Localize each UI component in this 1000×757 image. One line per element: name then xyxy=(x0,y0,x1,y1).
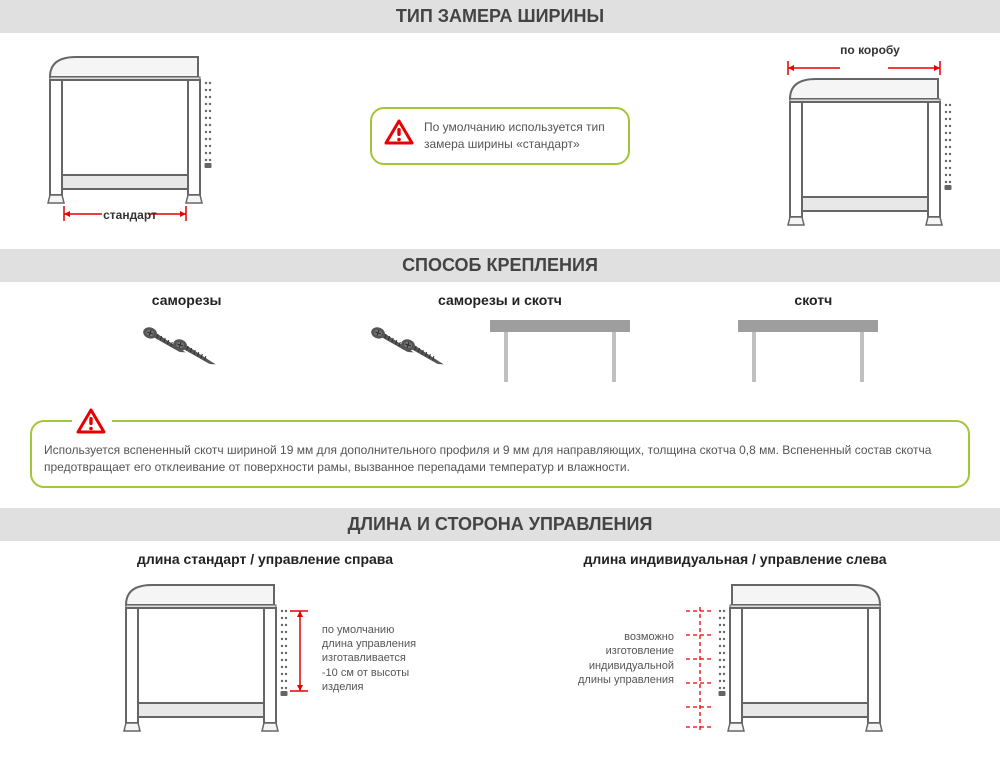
section1-note-text: По умолчанию используется тип замера шир… xyxy=(424,119,612,153)
mount-option-screws: саморезы xyxy=(30,292,343,380)
control-right-title: длина индивидуальная / управление слева xyxy=(500,551,970,567)
control-left-note: по умолчанию длина управления изготавлив… xyxy=(322,623,416,694)
mount-option-tape: скотч xyxy=(657,292,970,390)
mount-title-1: саморезы xyxy=(152,292,222,308)
diagram-width-standard: стандарт xyxy=(30,51,230,222)
control-standard-right: длина стандарт / управление справа по ум… xyxy=(30,551,500,739)
screws-icon xyxy=(360,320,470,380)
warning-icon xyxy=(72,408,112,436)
control-individual-left: длина индивидуальная / управление слева … xyxy=(500,551,970,739)
label-box: по коробу xyxy=(770,43,970,57)
mount-option-screws-tape: саморезы и скотч xyxy=(343,292,656,390)
screws-icon xyxy=(132,320,242,380)
section2-header: СПОСОБ КРЕПЛЕНИЯ xyxy=(0,249,1000,282)
section2-note-box: Используется вспененный скотч шириной 19… xyxy=(30,420,970,488)
label-standard: стандарт xyxy=(30,208,230,222)
control-left-title: длина стандарт / управление справа xyxy=(30,551,500,567)
diagram-width-box: по коробу xyxy=(770,43,970,229)
control-fig-right xyxy=(114,579,314,739)
section2-note-text: Используется вспененный скотч шириной 19… xyxy=(44,442,952,476)
mount-title-2: саморезы и скотч xyxy=(438,292,562,308)
control-fig-left xyxy=(682,579,892,739)
tape-icon xyxy=(490,320,640,390)
section1-note-box: По умолчанию используется тип замера шир… xyxy=(370,107,630,165)
tape-icon xyxy=(738,320,888,390)
warning-icon xyxy=(384,119,414,145)
section1-header: ТИП ЗАМЕРА ШИРИНЫ xyxy=(0,0,1000,33)
mount-title-3: скотч xyxy=(794,292,832,308)
section3-header: ДЛИНА И СТОРОНА УПРАВЛЕНИЯ xyxy=(0,508,1000,541)
control-right-note: возможно изготовление индивидуальной дли… xyxy=(578,630,674,687)
